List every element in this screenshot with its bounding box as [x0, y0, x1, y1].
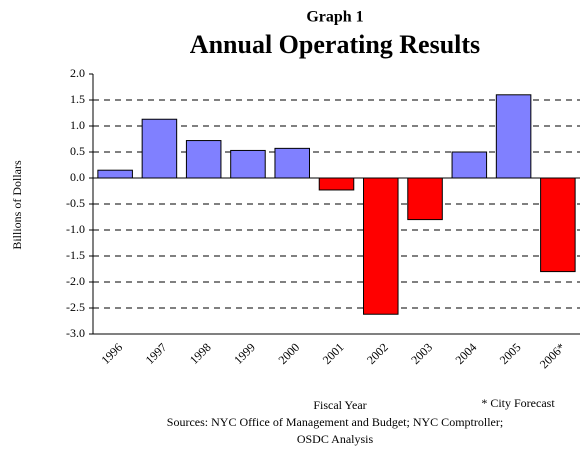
x-tick-label: 2003 — [408, 340, 435, 367]
chart-subtitle: Annual Operating Results — [190, 30, 480, 59]
bar — [451, 151, 488, 179]
y-tick-label: 0.0 — [70, 170, 85, 184]
y-tick-label: -1.5 — [66, 248, 85, 262]
x-tick-label: 1999 — [231, 340, 258, 367]
x-tick-label: 2004 — [453, 340, 480, 367]
bar — [185, 140, 222, 179]
x-tick-label: 1997 — [143, 340, 170, 367]
x-tick-label: 1998 — [187, 340, 214, 367]
bar — [97, 169, 133, 179]
bar — [540, 177, 576, 273]
bar — [318, 177, 355, 191]
bar — [363, 177, 399, 315]
chart-title: Graph 1 — [306, 9, 363, 26]
source: Sources: NYC Office of Management and Bu… — [167, 415, 503, 429]
source: OSDC Analysis — [297, 432, 374, 446]
annotation: * City Forecast — [481, 396, 555, 410]
bar — [230, 149, 266, 179]
y-tick-label: 0.5 — [70, 144, 85, 158]
y-tick-label: 1.0 — [70, 118, 85, 132]
y-tick-label: -0.5 — [66, 196, 85, 210]
x-tick-label: 2002 — [364, 340, 391, 367]
bar — [141, 118, 178, 179]
x-tick-label: 2001 — [320, 340, 347, 367]
y-tick-label: -2.0 — [66, 274, 85, 288]
y-tick-label: 1.5 — [70, 92, 85, 106]
bar — [495, 94, 532, 179]
bar — [274, 147, 310, 179]
x-axis-label: Fiscal Year — [313, 398, 366, 412]
x-tick-label: 2006* — [537, 340, 568, 371]
bar — [407, 177, 443, 221]
x-tick-label: 2005 — [497, 340, 524, 367]
y-tick-label: 2.0 — [70, 66, 85, 80]
x-tick-label: 1996 — [98, 340, 125, 367]
y-tick-label: -1.0 — [66, 222, 85, 236]
y-tick-label: -2.5 — [66, 300, 85, 314]
x-tick-label: 2000 — [275, 340, 302, 367]
y-axis-label: Billions of Dollars — [10, 160, 24, 250]
y-tick-label: -3.0 — [66, 326, 85, 340]
